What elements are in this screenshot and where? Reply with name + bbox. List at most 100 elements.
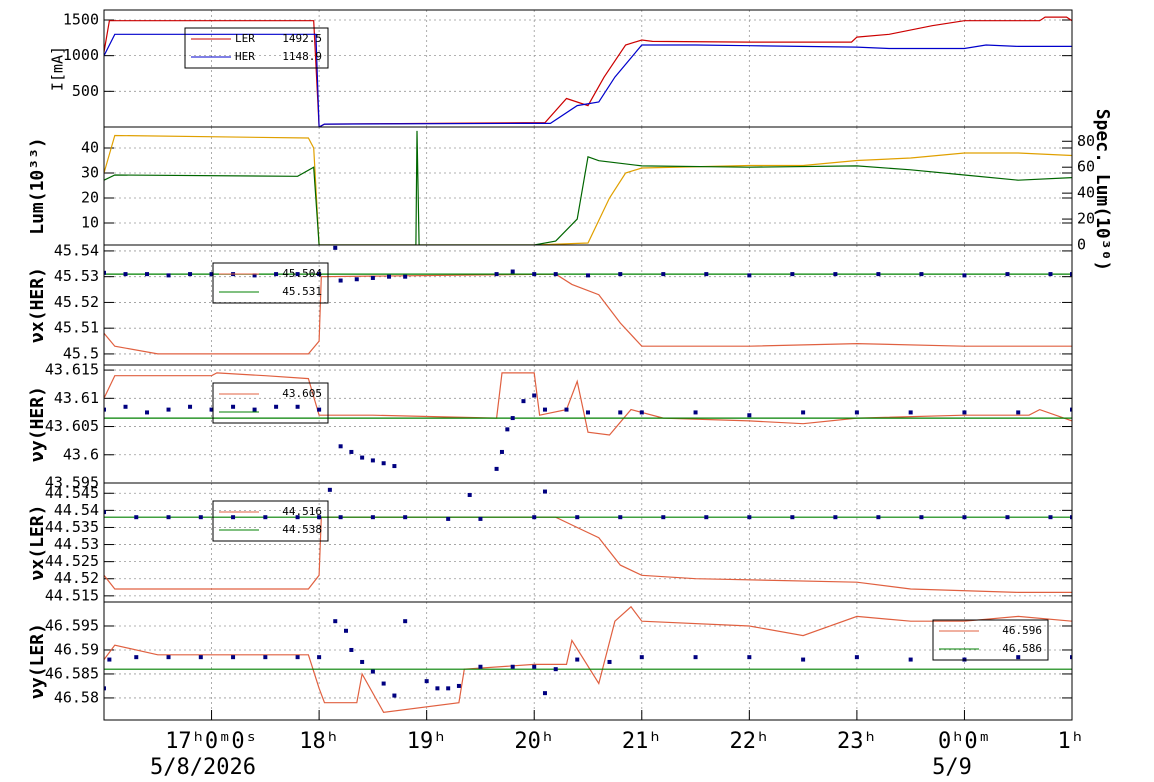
data-point — [360, 455, 365, 460]
plot-area — [104, 130, 1072, 245]
x-tick-label: 1ʰ — [1058, 729, 1085, 754]
data-point — [166, 407, 171, 412]
data-point — [166, 273, 171, 278]
data-point — [145, 272, 150, 277]
data-point — [908, 410, 913, 415]
data-point — [134, 655, 139, 660]
y-tick-label: 30 — [81, 164, 99, 182]
data-point — [542, 407, 547, 412]
data-point — [833, 515, 838, 520]
data-point — [107, 657, 112, 662]
data-point — [295, 404, 300, 409]
data-point — [338, 278, 343, 283]
data-point — [403, 515, 408, 520]
data-point — [962, 273, 967, 278]
data-point — [231, 655, 236, 660]
data-point — [510, 269, 515, 274]
data-point — [166, 655, 171, 660]
series-line — [104, 134, 1072, 245]
legend-box — [212, 500, 329, 542]
data-point — [542, 489, 547, 494]
date-label: 5/8/2026 — [150, 755, 256, 780]
data-point — [317, 407, 322, 412]
y-axis-label: Lum(10³³) — [27, 137, 48, 235]
y-tick-label: 45.51 — [54, 319, 99, 337]
legend-value: 45.531 — [282, 285, 322, 298]
data-point — [370, 275, 375, 280]
data-point — [295, 655, 300, 660]
data-point — [586, 273, 590, 278]
data-point — [467, 492, 472, 497]
legend-value: 44.538 — [282, 523, 322, 536]
data-point — [295, 515, 300, 520]
data-point — [166, 515, 171, 520]
data-point — [1048, 515, 1053, 520]
plot-area — [104, 372, 1072, 471]
data-point — [586, 410, 590, 415]
y-tick-label: 44.515 — [45, 586, 99, 604]
data-point — [747, 273, 752, 278]
data-point — [1048, 272, 1053, 277]
y-tick-label: 43.595 — [45, 474, 99, 492]
y-tick-label: 45.54 — [54, 241, 99, 259]
y2-tick-label: 0 — [1077, 236, 1086, 254]
y-tick-label: 1500 — [63, 10, 99, 28]
data-point — [876, 515, 881, 520]
data-point — [790, 515, 795, 520]
y-tick-label: 44.545 — [45, 484, 99, 502]
data-point — [693, 410, 698, 415]
data-point — [542, 691, 547, 696]
data-point — [801, 657, 806, 662]
data-point — [618, 515, 623, 520]
legend-value: 44.516 — [282, 505, 322, 518]
data-point — [1070, 407, 1072, 412]
data-point — [263, 515, 268, 520]
y-tick-label: 45.5 — [63, 344, 99, 362]
y-tick-label: 46.595 — [45, 616, 99, 634]
data-point — [231, 404, 236, 409]
y-tick-label: 46.58 — [54, 688, 99, 706]
data-point — [854, 410, 859, 415]
data-point — [521, 399, 526, 404]
y-tick-label: 43.61 — [54, 389, 99, 407]
y-tick-label: 46.585 — [45, 664, 99, 682]
x-tick-label: 23ʰ — [837, 729, 877, 754]
data-point — [274, 272, 279, 277]
y2-tick-label: 20 — [1077, 210, 1095, 228]
data-point — [704, 515, 709, 520]
data-point — [446, 516, 451, 521]
y-tick-label: 1000 — [63, 46, 99, 64]
x-tick-label: 17ʰ0ᵐ0ˢ — [165, 729, 258, 754]
data-point — [333, 619, 338, 624]
data-point — [198, 515, 203, 520]
data-point — [145, 410, 150, 415]
series-line — [104, 130, 1072, 245]
y-tick-label: 20 — [81, 189, 99, 207]
y-tick-label: 44.52 — [54, 569, 99, 587]
data-point — [403, 274, 408, 279]
data-point — [252, 273, 257, 278]
data-point — [424, 679, 429, 684]
data-point — [327, 487, 332, 492]
data-point — [661, 272, 666, 277]
data-point — [532, 515, 537, 520]
data-point — [478, 664, 483, 669]
legend-label: LER — [235, 32, 255, 45]
series-line — [104, 605, 1072, 713]
y-axis-label: νy(LER) — [27, 623, 48, 699]
data-point — [747, 655, 752, 660]
data-point — [317, 272, 322, 277]
data-point — [446, 686, 451, 691]
y-tick-label: 43.6 — [63, 445, 99, 463]
data-point — [456, 683, 461, 688]
data-point — [494, 272, 499, 277]
data-point — [252, 407, 257, 412]
y-tick-label: 43.605 — [45, 417, 99, 435]
data-point — [661, 515, 666, 520]
data-point — [919, 272, 924, 277]
data-point — [747, 413, 752, 418]
data-point — [618, 272, 623, 277]
data-point — [607, 659, 612, 664]
data-point — [833, 272, 838, 277]
data-point — [639, 655, 644, 660]
